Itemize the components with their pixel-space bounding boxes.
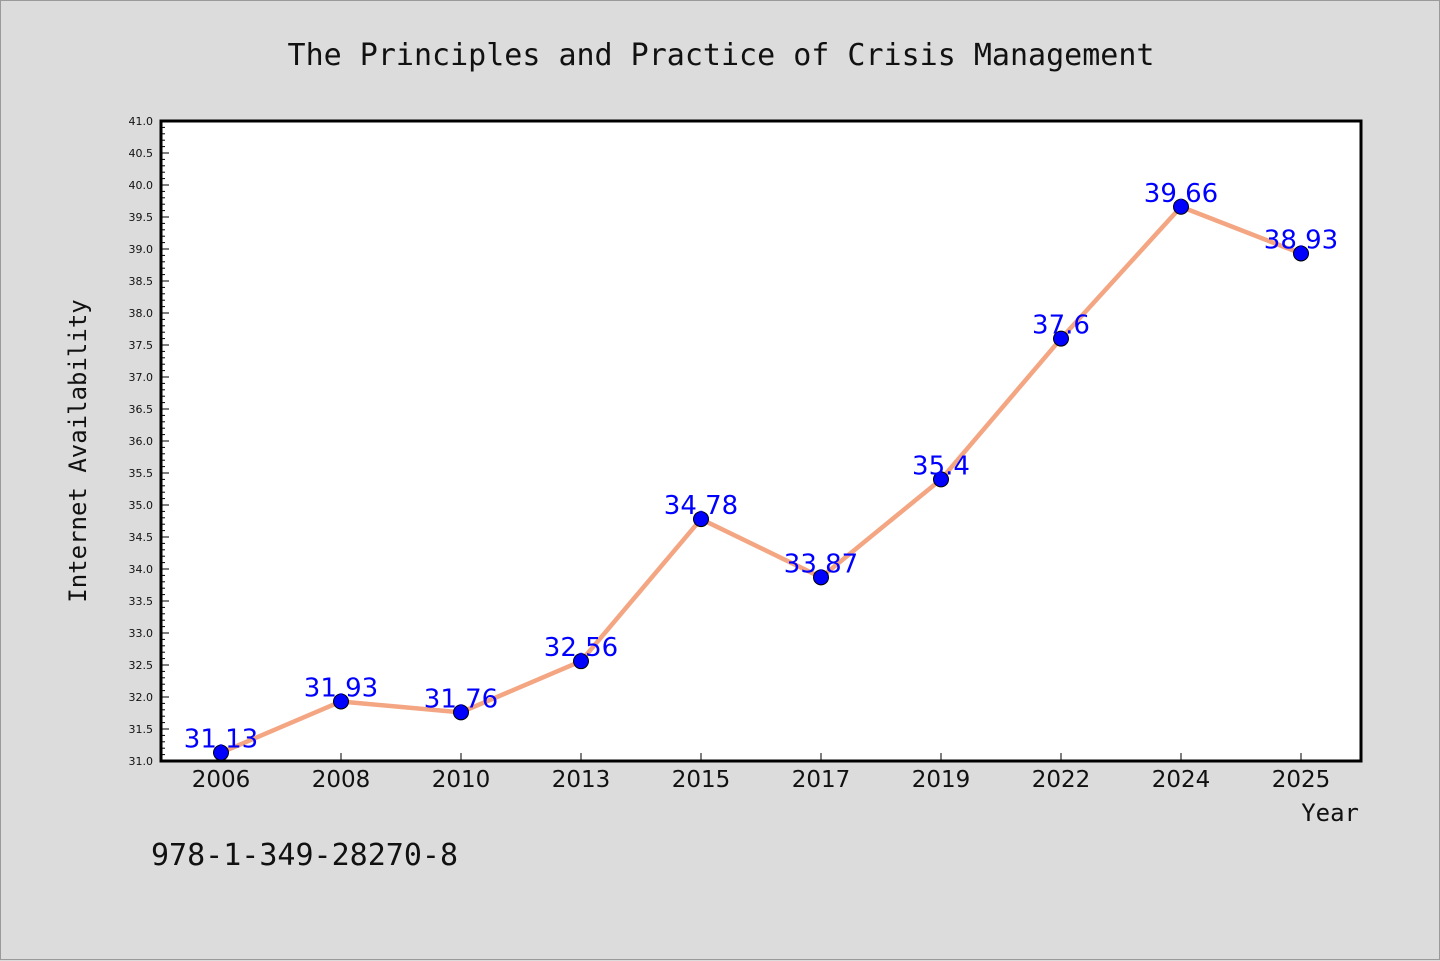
y-tick-label: 39.0	[129, 243, 154, 256]
y-tick-label: 38.5	[129, 275, 154, 288]
x-tick-label: 2025	[1272, 767, 1331, 793]
data-label: 39.66	[1144, 179, 1218, 209]
plot-area	[159, 119, 1363, 763]
data-label: 31.93	[304, 673, 378, 703]
data-point	[573, 653, 589, 670]
data-label: 35.4	[912, 451, 970, 481]
data-label: 33.87	[784, 549, 858, 579]
y-axis: 31.0 31.5 32.0 32.5 33.0 33.5 34.0 34.5 35.0 35.5…	[129, 115, 169, 768]
data-label: 32.56	[544, 633, 618, 663]
y-tick-label: 39.5	[129, 211, 154, 224]
data-point	[333, 693, 349, 710]
y-tick-label: 40.0	[129, 179, 154, 192]
y-axis-title: Internet Availability	[64, 299, 92, 602]
y-tick-label: 33.0	[129, 627, 154, 640]
series-line	[220, 204, 1302, 755]
data-point	[213, 744, 229, 761]
y-tick-label: 34.5	[129, 531, 154, 544]
data-point	[1173, 198, 1189, 215]
x-tick-label: 2010	[432, 767, 491, 793]
x-tick-label: 2019	[912, 767, 971, 793]
chart-title: The Principles and Practice of Crisis Ma…	[288, 38, 1155, 73]
data-label: 31.13	[184, 725, 258, 755]
data-point	[1293, 245, 1309, 262]
y-tick-label: 35.0	[129, 499, 154, 512]
y-tick-label: 32.0	[129, 691, 154, 704]
data-label: 31.76	[424, 684, 498, 714]
data-point	[1053, 330, 1069, 347]
x-tick-label: 2024	[1152, 767, 1211, 793]
y-tick-label: 33.5	[129, 595, 154, 608]
x-axis: 2006 2008 2010 2013 2015 2017 2019 2022 2024 2025	[192, 753, 1331, 793]
y-tick-label: 31.0	[129, 755, 154, 768]
y-tick-label: 36.5	[129, 403, 154, 416]
data-label: 38.93	[1264, 225, 1338, 255]
data-label: 37.6	[1032, 311, 1090, 341]
y-tick-label: 32.5	[129, 659, 154, 672]
y-tick-label: 37.0	[129, 371, 154, 384]
data-point	[813, 569, 829, 586]
y-tick-label: 34.0	[129, 563, 154, 576]
y-tick-label: 37.5	[129, 339, 154, 352]
data-point	[933, 471, 949, 488]
y-tick-label: 35.5	[129, 467, 154, 480]
x-tick-label: 2006	[192, 767, 251, 793]
x-tick-label: 2013	[552, 767, 611, 793]
data-point	[453, 704, 469, 721]
data-label: 34.78	[664, 491, 738, 521]
x-axis-title: Year	[1301, 799, 1359, 827]
y-tick-label: 41.0	[129, 115, 154, 128]
data-point	[693, 511, 709, 528]
x-tick-label: 2022	[1032, 767, 1091, 793]
isbn-text: 978-1-349-28270-8	[151, 838, 458, 873]
series-group: 31.13 31.93 31.76 32.56 34.78 33.87 35.4 37.6 39…	[184, 179, 1338, 761]
y-tick-label: 38.0	[129, 307, 154, 320]
x-tick-label: 2008	[312, 767, 371, 793]
x-tick-label: 2015	[672, 767, 731, 793]
x-tick-label: 2017	[792, 767, 851, 793]
y-tick-label: 40.5	[129, 147, 154, 160]
y-tick-label: 36.0	[129, 435, 154, 448]
y-tick-label: 31.5	[129, 723, 154, 736]
